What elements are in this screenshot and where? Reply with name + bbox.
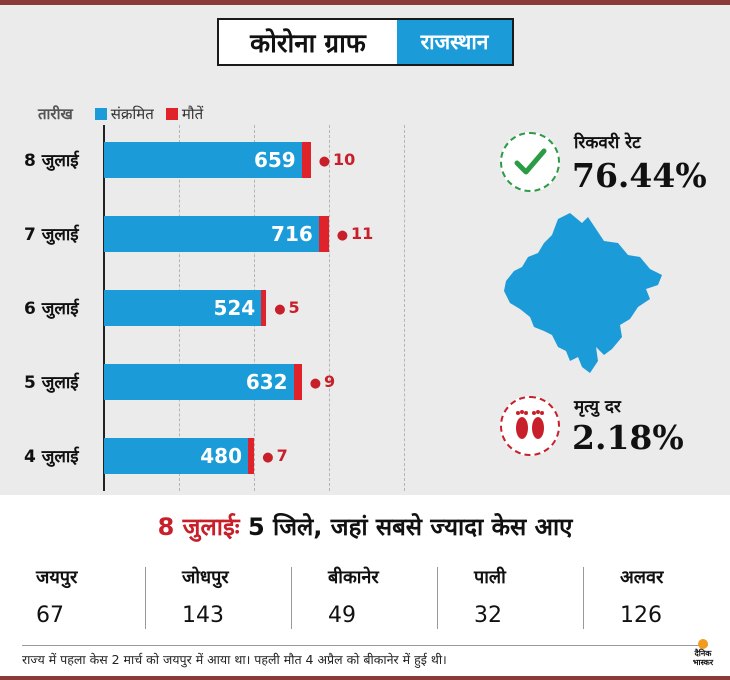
deaths-bar	[261, 290, 267, 326]
district-cases: 49	[328, 603, 356, 628]
brand-name-line1: दैनिक	[694, 649, 712, 658]
legend-item-deaths: मौतें	[165, 104, 204, 124]
legend: तारीख संक्रमित मौतें	[38, 104, 215, 124]
recovery-value: 76.44%	[572, 156, 707, 195]
bottom-accent-bar	[0, 676, 730, 680]
deaths-value: 10	[333, 150, 356, 169]
district-item: जोधपुर 143	[146, 563, 292, 639]
infected-value-label: 524	[213, 296, 256, 320]
district-item: बीकानेर 49	[292, 563, 438, 639]
deaths-value-label: ● 10	[319, 142, 356, 178]
deaths-value: 5	[288, 298, 300, 317]
death-rate-value: 2.18%	[572, 418, 684, 457]
deaths-value: 9	[324, 372, 336, 391]
title-box: कोरोना ग्राफ राजस्थान	[217, 18, 514, 66]
deaths-value: 7	[276, 446, 288, 465]
divider	[145, 567, 146, 629]
district-cases: 126	[620, 603, 662, 628]
district-name: बीकानेर	[328, 567, 379, 588]
district-item: अलवर 126	[584, 563, 730, 639]
recovery-icon-badge	[500, 132, 560, 192]
district-item: जयपुर 67	[0, 563, 146, 639]
districts-heading-text: 5 जिले, जहां सबसे ज्यादा केस आए	[247, 513, 573, 541]
deaths-value-label: ● 9	[310, 364, 335, 400]
region-title: राजस्थान	[397, 20, 512, 64]
deaths-value: 11	[351, 224, 374, 243]
legend-label-infected: संक्रमित	[110, 105, 154, 123]
district-name: जयपुर	[36, 567, 78, 588]
legend-label-deaths: मौतें	[181, 105, 204, 123]
category-label: 6 जुलाई	[24, 299, 79, 319]
category-label: 5 जुलाई	[24, 373, 79, 393]
footer-divider	[22, 645, 708, 646]
divider	[291, 567, 292, 629]
footprints-icon	[516, 410, 544, 439]
bullet-dot: ●	[274, 302, 286, 317]
district-item: पाली 32	[438, 563, 584, 639]
category-label: 4 जुलाई	[24, 447, 79, 467]
check-icon	[514, 148, 547, 175]
legend-swatch-deaths	[165, 108, 178, 120]
deaths-value-label: ● 5	[274, 290, 299, 326]
legend-date-label: तारीख	[38, 105, 73, 123]
infected-value-label: 480	[200, 444, 242, 468]
district-cases: 32	[474, 603, 502, 628]
top-accent-bar	[0, 0, 730, 5]
districts-heading: 8 जुलाईः 5 जिले, जहां सबसे ज्यादा केस आए	[0, 510, 730, 543]
sun-icon	[698, 639, 708, 649]
infected-value-label: 632	[245, 370, 288, 394]
rajasthan-map	[504, 213, 662, 373]
infected-value-label: 659	[253, 148, 296, 172]
deaths-value-label: ● 11	[337, 216, 374, 252]
districts-row: जयपुर 67 जोधपुर 143 बीकानेर 49 पाली 32 अ…	[0, 563, 730, 639]
category-label: 8 जुलाई	[24, 151, 79, 171]
death-rate-label: मृत्यु दर	[574, 397, 621, 417]
gridline	[329, 125, 330, 491]
bullet-dot: ●	[336, 228, 349, 243]
category-label: 7 जुलाई	[24, 225, 79, 245]
divider	[583, 567, 584, 629]
deaths-bar	[301, 142, 311, 178]
district-cases: 143	[182, 603, 224, 628]
gridline	[404, 125, 405, 491]
districts-heading-date: 8 जुलाईः	[157, 513, 240, 541]
infected-bar	[104, 216, 319, 252]
brand-logo: दैनिक भास्कर	[686, 639, 720, 671]
infected-bar	[104, 438, 248, 474]
district-name: पाली	[474, 567, 506, 588]
footer-note: राज्य में पहला केस 2 मार्च को जयपुर में …	[22, 652, 447, 667]
chart-title: कोरोना ग्राफ	[250, 29, 366, 59]
infected-bar	[104, 290, 262, 326]
legend-item-infected: संक्रमित	[94, 104, 154, 124]
deaths-value-label: ● 7	[262, 438, 287, 474]
bar-chart: 8 जुलाई 659 ● 10 7 जुलाई 716 ● 11 6 जुलाई 524 ● 5 5 …	[0, 0, 470, 500]
district-cases: 67	[36, 603, 64, 628]
recovery-label: रिकवरी रेट	[574, 133, 641, 153]
brand-name-line2: भास्कर	[692, 658, 714, 667]
deaths-bar	[293, 364, 302, 400]
infected-value-label: 716	[271, 222, 313, 246]
bullet-dot: ●	[309, 376, 322, 391]
deaths-bar	[248, 438, 255, 474]
bullet-dot: ●	[318, 154, 331, 169]
infected-bar	[104, 364, 294, 400]
district-name: अलवर	[620, 567, 664, 588]
death-rate-icon-badge	[500, 396, 560, 456]
divider	[437, 567, 438, 629]
bullet-dot: ●	[262, 450, 274, 465]
infected-bar	[104, 142, 302, 178]
deaths-bar	[318, 216, 329, 252]
legend-swatch-infected	[94, 108, 107, 120]
district-name: जोधपुर	[182, 567, 229, 588]
